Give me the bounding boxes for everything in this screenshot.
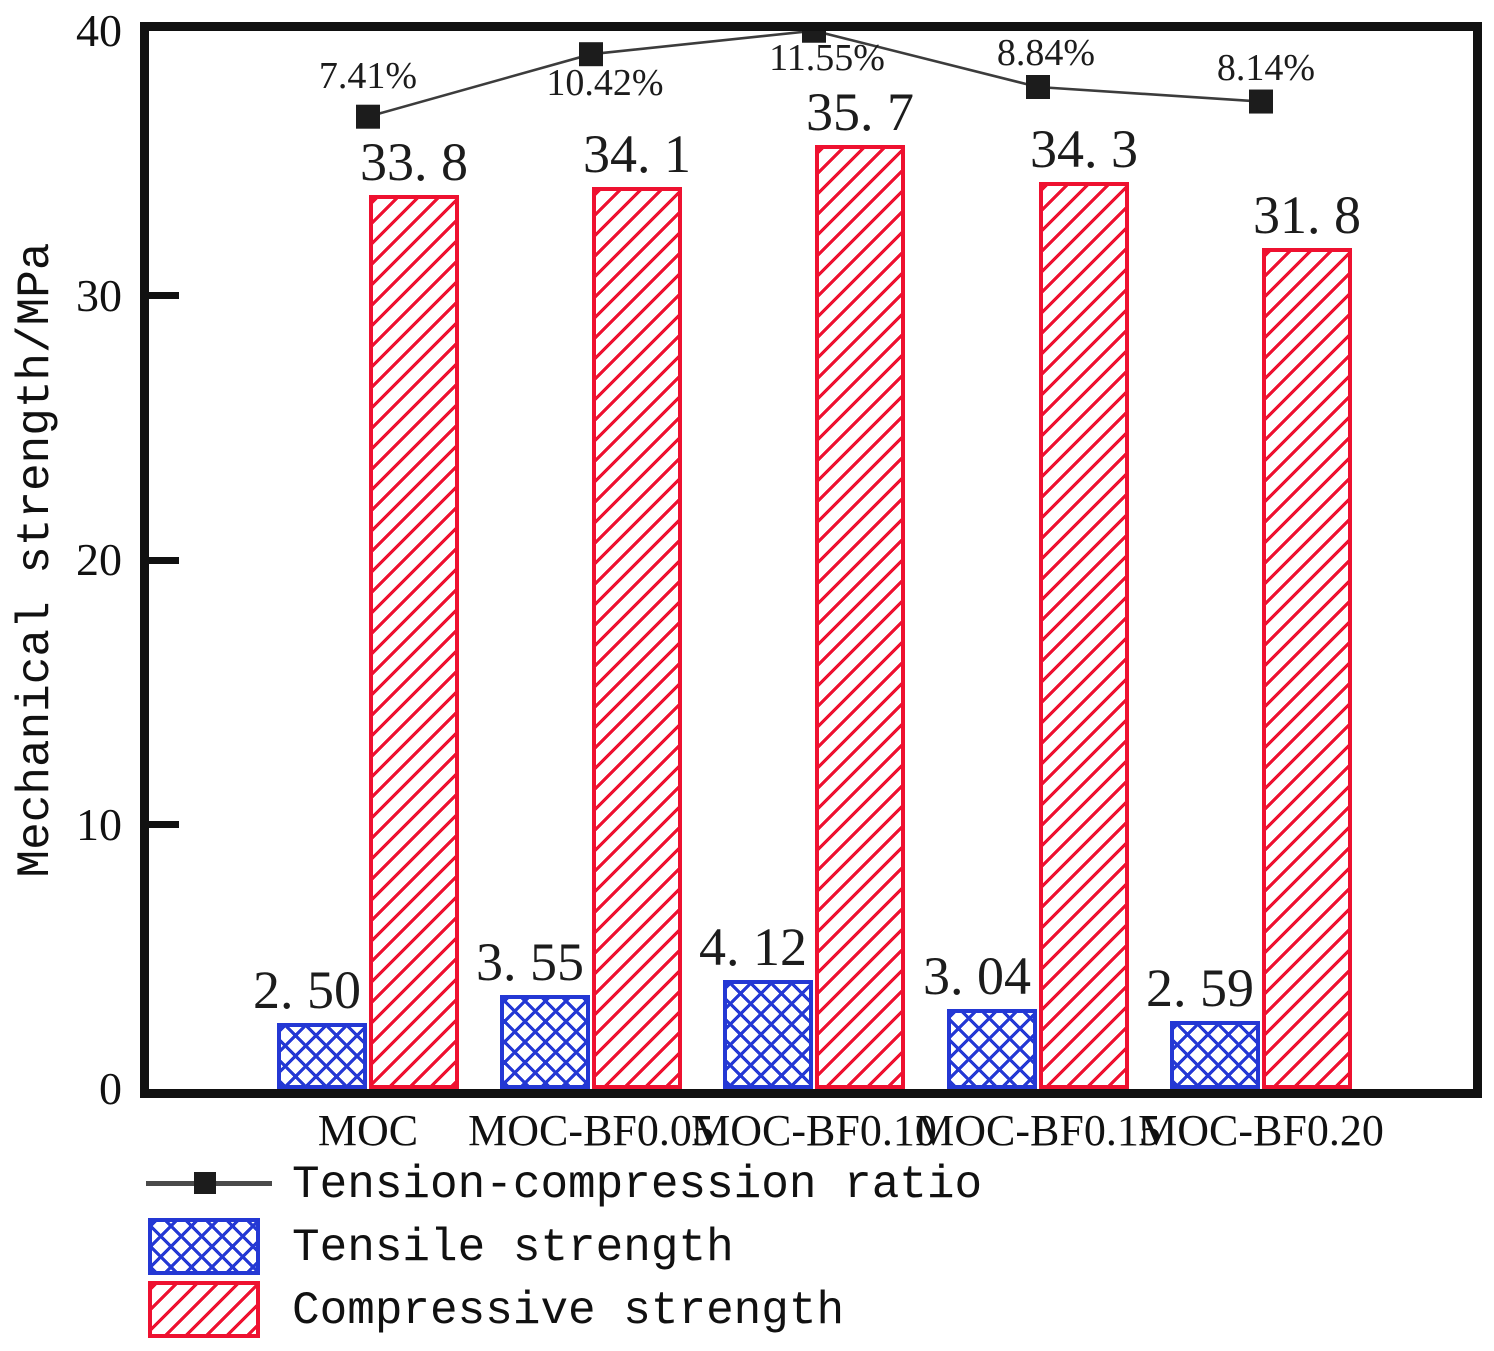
ratio-line (367, 31, 1262, 118)
y-tick-label-30: 30 (76, 269, 122, 321)
x-category-label-MOC-BF0.20: MOC-BF0.20 (1138, 1106, 1384, 1155)
tensile-bar-MOC (277, 1022, 367, 1089)
plot-frame: 2. 50 33. 8 3. 55 34. 1 4. 12 35. 7 3. 04 34. 3… (140, 22, 1482, 1098)
bar-value-label: 35. 7 (806, 81, 914, 142)
compressive-bar-MOC-BF0.05 (592, 187, 682, 1089)
y-tick-mark-20 (149, 556, 179, 564)
tensile-bar-MOC-BF0.15 (947, 1008, 1037, 1089)
legend-ratio-marker-icon (194, 1172, 216, 1194)
ratio-point-label-MOC-BF0.10: 11.55% (769, 36, 885, 79)
ratio-marker-MOC-BF0.10 (802, 31, 826, 43)
x-category-label-MOC-BF0.05: MOC-BF0.05 (468, 1106, 714, 1155)
compressive-bar-MOC-BF0.15 (1039, 181, 1129, 1089)
x-category-label-MOC: MOC (317, 1106, 419, 1155)
legend-label-tension-compression-ratio: Tension-compression ratio (292, 1159, 983, 1211)
bar-value-label: 33. 8 (360, 132, 468, 192)
ratio-point-label-MOC: 7.41% (318, 54, 418, 97)
x-category-label-MOC-BF0.15: MOC-BF0.15 (915, 1106, 1161, 1155)
tensile-bar-MOC-BF0.20 (1170, 1020, 1260, 1089)
bar-value-label: 2. 50 (253, 959, 361, 1020)
ratio-point-label-MOC-BF0.05: 10.42% (546, 62, 664, 105)
bar-value-label: 34. 3 (1030, 118, 1138, 179)
plot-area: 2. 50 33. 8 3. 55 34. 1 4. 12 35. 7 3. 04 34. 3… (149, 31, 1473, 1089)
legend-label-compressive-strength: Compressive strength (292, 1285, 845, 1337)
ratio-marker-MOC-BF0.15 (1026, 75, 1050, 100)
y-tick-label-20: 20 (76, 534, 122, 585)
x-category-label-MOC-BF0.10: MOC-BF0.10 (691, 1106, 937, 1155)
tensile-bar-MOC-BF0.05 (500, 995, 590, 1089)
ratio-marker-MOC-BF0.20 (1249, 89, 1273, 114)
ratio-point-label-MOC-BF0.15: 8.84% (996, 32, 1096, 74)
compressive-bar-MOC-BF0.10 (815, 144, 905, 1089)
y-tick-label-10: 10 (76, 798, 122, 850)
ratio-marker-MOC (356, 104, 380, 129)
y-tick-mark-10 (149, 821, 179, 828)
y-tick-label-40: 40 (76, 5, 122, 56)
bar-value-label: 2. 59 (1146, 957, 1254, 1018)
bar-value-label: 4. 12 (699, 917, 807, 978)
bar-value-label: 34. 1 (583, 124, 691, 185)
y-tick-mark-30 (149, 292, 179, 299)
legend-swatch-tensile (148, 1218, 260, 1275)
ratio-line-layer (356, 31, 1273, 129)
tensile-bar-MOC-BF0.10 (723, 980, 813, 1089)
ratio-point-label-MOC-BF0.20: 8.14% (1216, 46, 1316, 89)
bar-value-label: 3. 55 (476, 932, 584, 993)
compressive-bar-MOC (369, 195, 459, 1089)
legend-swatch-compressive (148, 1281, 260, 1338)
bar-value-label: 31. 8 (1253, 184, 1361, 245)
legend-label-tensile-strength: Tensile strength (292, 1222, 734, 1274)
bar-value-label: 3. 04 (923, 945, 1031, 1006)
ratio-marker-MOC-BF0.05 (579, 42, 603, 67)
compressive-bar-MOC-BF0.20 (1262, 247, 1352, 1089)
y-tick-label-0: 0 (99, 1063, 122, 1114)
